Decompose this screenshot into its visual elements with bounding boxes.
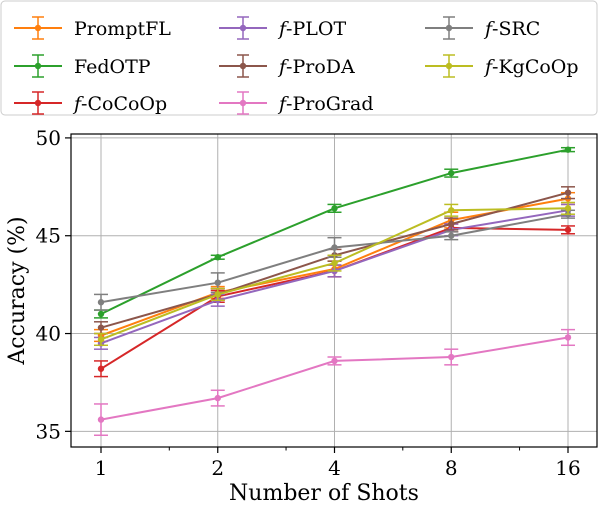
data-point <box>448 220 455 228</box>
data-point <box>564 189 572 196</box>
legend-item-f-SRC: f-SRC <box>425 16 540 40</box>
x-tick-label: 4 <box>328 456 341 480</box>
data-point <box>564 226 572 234</box>
data-point <box>97 365 105 372</box>
legend-label: f-ProGrad <box>277 93 374 115</box>
x-tick-label: 2 <box>211 456 224 480</box>
data-point <box>448 353 455 361</box>
data-point <box>564 146 572 153</box>
data-point <box>331 259 338 267</box>
legend-label: f-CoCoOp <box>72 93 167 115</box>
series-f-KgCoOp <box>94 201 575 347</box>
legend-item-f-PLOT: f-PLOT <box>219 16 346 40</box>
data-point <box>97 299 105 306</box>
y-axis-label: Accuracy (%) <box>5 216 30 365</box>
data-point <box>214 279 221 286</box>
y-tick-label: 35 <box>36 419 61 443</box>
data-point <box>97 336 105 343</box>
data-point <box>564 205 572 212</box>
legend-item-PromptFL: PromptFL <box>14 16 171 40</box>
data-point <box>214 394 221 402</box>
data-point <box>214 254 221 261</box>
legend-label: FedOTP <box>74 56 151 78</box>
data-point <box>97 416 105 423</box>
x-tick-label: 1 <box>95 456 108 480</box>
x-tick-label: 16 <box>555 456 580 480</box>
data-point <box>331 205 338 212</box>
legend-label: f-PLOT <box>277 18 346 40</box>
legend-item-FedOTP: FedOTP <box>14 54 151 78</box>
series-FedOTP <box>94 146 575 319</box>
legend-item-f-ProGrad: f-ProGrad <box>219 91 374 115</box>
data-point <box>564 334 572 341</box>
x-axis-label: Number of Shots <box>229 481 419 506</box>
data-point <box>331 357 338 365</box>
legend-item-f-CoCoOp: f-CoCoOp <box>14 91 167 115</box>
data-point <box>331 244 338 251</box>
data-point <box>97 310 105 318</box>
data-point <box>448 232 455 239</box>
legend-item-f-KgCoOp: f-KgCoOp <box>425 54 579 78</box>
legend-item-f-ProDA: f-ProDA <box>219 54 355 78</box>
legend-label: f-SRC <box>483 18 540 40</box>
data-point <box>97 324 105 331</box>
data-point <box>448 169 455 177</box>
series-layer <box>94 146 575 437</box>
axis-ticks: 1 2 4 8 16 35 40 45 50 <box>36 126 581 480</box>
data-point <box>214 291 221 298</box>
legend-label: f-ProDA <box>277 56 355 78</box>
x-tick-label: 8 <box>445 456 458 480</box>
legend-label: f-KgCoOp <box>483 56 579 78</box>
y-tick-label: 45 <box>36 224 61 248</box>
legend: PromptFL FedOTP f-CoCoOp f-PLOT f-ProDA f-Pro… <box>0 0 598 116</box>
y-tick-label: 40 <box>36 322 61 346</box>
y-tick-label: 50 <box>36 126 61 150</box>
series-f-ProGrad <box>94 328 575 437</box>
legend-label: PromptFL <box>74 18 171 40</box>
data-point <box>448 207 455 214</box>
